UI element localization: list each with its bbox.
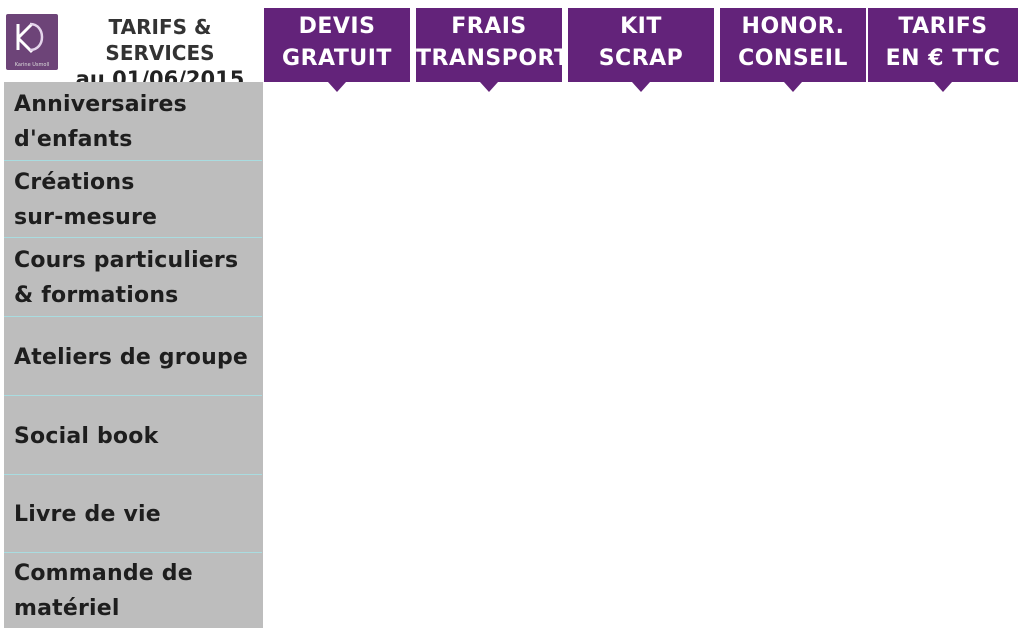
row-label-line-2: d'enfants — [14, 126, 133, 152]
column-1 — [264, 82, 410, 628]
column-header-3: KIT SCRAP — [568, 8, 714, 92]
row-label-line-2: matériel — [14, 595, 120, 621]
row-label-2: Créations sur-mesure — [14, 165, 254, 235]
row-divider — [4, 552, 262, 553]
row-label-line-1: Social book — [14, 423, 159, 449]
row-label-line-2: sur-mesure — [14, 204, 158, 230]
row-label-3: Cours particuliers & formations — [14, 243, 254, 313]
row-label-line-1: Anniversaires — [14, 91, 187, 117]
row-label-1: Anniversaires d'enfants — [14, 87, 254, 157]
column-2 — [416, 82, 562, 628]
row-label-line-1: Créations — [14, 169, 135, 195]
header-pointer — [784, 82, 802, 92]
row-label-line-1: Ateliers de groupe — [14, 344, 249, 370]
row-label-7: Commande de matériel — [14, 556, 254, 626]
column-4 — [720, 82, 866, 628]
row-label-line-1: Cours particuliers — [14, 247, 239, 273]
column-header-2: FRAIS TRANSPORT — [416, 8, 570, 92]
column-3 — [568, 82, 714, 628]
row-divider — [4, 160, 262, 161]
column-header-line-1: TARIFS — [898, 14, 988, 39]
column-header-line-1: FRAIS — [451, 14, 527, 39]
column-header-5: TARIFS EN € TTC — [868, 8, 1018, 92]
row-divider — [4, 474, 262, 475]
header-pointer — [934, 82, 952, 92]
row-label-line-2: & formations — [14, 282, 179, 308]
header-pointer — [480, 82, 498, 92]
page-title: TARIFS & SERVICES au 01/06/2015 — [60, 14, 260, 92]
row-label-6: Livre de vie — [14, 497, 254, 532]
row-labels-panel — [4, 82, 263, 628]
column-header-line-2: SCRAP — [598, 46, 684, 71]
column-5 — [868, 82, 1018, 628]
row-label-line-1: Livre de vie — [14, 502, 161, 527]
column-header-line-2: EN € TTC — [885, 46, 1001, 71]
header-pointer — [328, 82, 346, 92]
column-header-1: DEVIS GRATUIT — [264, 8, 410, 92]
row-label-line-1: Commande de — [14, 560, 193, 586]
column-header-line-2: TRANSPORT — [416, 46, 570, 71]
column-header-4: HONOR. CONSEIL — [720, 8, 866, 92]
row-label-4: Ateliers de groupe — [14, 340, 254, 375]
row-label-5: Social book — [14, 419, 254, 454]
row-divider — [4, 237, 262, 238]
header-pointer — [632, 82, 650, 92]
logo-text: Karine Usmoll — [14, 62, 50, 68]
column-header-line-2: GRATUIT — [282, 46, 392, 71]
row-divider — [4, 316, 262, 317]
column-header-line-1: HONOR. — [741, 14, 845, 39]
brand-logo: Karine Usmoll — [6, 14, 58, 70]
column-header-line-1: DEVIS — [298, 14, 376, 39]
column-header-line-2: CONSEIL — [738, 46, 848, 71]
title-line-1: TARIFS & SERVICES — [105, 15, 215, 65]
column-header-line-1: KIT — [620, 14, 662, 39]
logo-mark-icon — [16, 22, 44, 54]
row-divider — [4, 395, 262, 396]
